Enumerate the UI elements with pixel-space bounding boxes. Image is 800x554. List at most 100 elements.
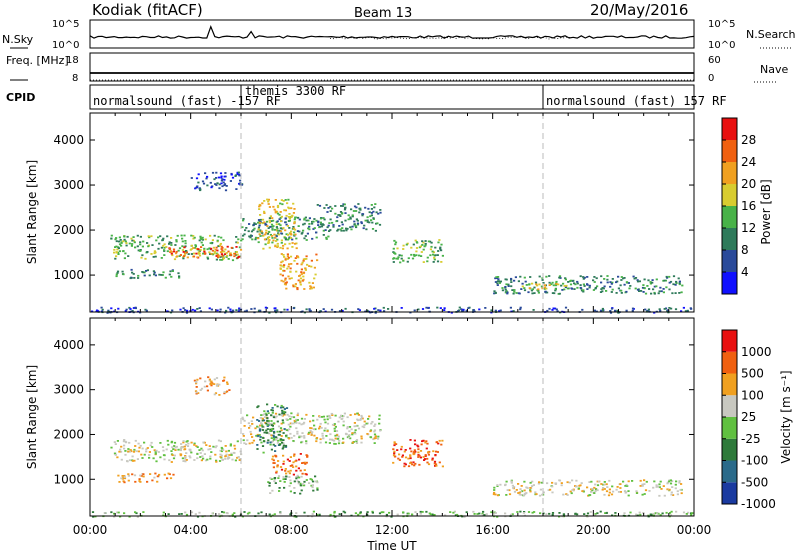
velocity-echo-cell <box>257 426 260 429</box>
power-echo-cell <box>179 308 182 311</box>
velocity-echo-cell <box>242 433 245 435</box>
velocity-echo-cell <box>206 389 209 392</box>
power-echo-cell <box>136 245 139 248</box>
power-echo-cell <box>300 273 303 275</box>
power-echo-cell <box>169 270 172 273</box>
velocity-echo-cell <box>238 459 241 461</box>
power-echo-cell <box>268 206 271 208</box>
power-echo-cell <box>270 223 274 226</box>
power-echo-cell <box>117 307 120 310</box>
power-echo-cell <box>642 291 645 293</box>
power-echo-cell <box>638 280 641 283</box>
power-echo-cell <box>341 227 344 229</box>
velocity-echo-cell <box>629 511 632 514</box>
power-echo-cell <box>194 187 197 190</box>
velocity-echo-cell <box>321 435 324 437</box>
power-echo-cell <box>316 204 319 206</box>
velocity-echo-cell <box>280 429 283 432</box>
power-echo-cell <box>299 281 302 284</box>
velocity-echo-cell <box>303 435 306 437</box>
power-echo-cell <box>341 223 344 226</box>
velocity-echo-cell <box>194 513 197 515</box>
velocity-echo-cell <box>266 419 269 422</box>
velocity-echo-cell <box>203 453 206 455</box>
power-echo-cell <box>125 244 128 247</box>
power-echo-patch <box>521 282 569 291</box>
velocity-echo-cell <box>506 489 509 491</box>
power-echo-cell <box>268 246 271 249</box>
velocity-echo-cell <box>652 486 655 489</box>
velocity-echo-cell <box>575 485 578 488</box>
power-echo-cell <box>261 202 264 205</box>
power-echo-cell <box>344 219 347 222</box>
power-echo-cell <box>158 242 161 245</box>
power-echo-cell <box>443 309 446 311</box>
velocity-echo-cell <box>270 424 273 426</box>
power-echo-cell <box>664 279 667 282</box>
power-echo-cell <box>118 250 122 253</box>
velocity-echo-cell <box>427 463 431 466</box>
power-echo-cell <box>137 277 140 279</box>
velocity-echo-cell <box>400 445 403 448</box>
velocity-echo-cell <box>289 418 292 420</box>
power-echo-cell <box>395 257 398 260</box>
velocity-echo-cell <box>602 487 605 489</box>
velocity-echo-cell <box>274 412 278 415</box>
velocity-echo-cell <box>349 437 352 440</box>
velocity-echo-cell <box>366 433 369 435</box>
power-echo-cell <box>307 227 310 230</box>
velocity-echo-cell <box>230 454 233 456</box>
velocity-echo-cell <box>196 457 199 460</box>
power-echo-cell <box>315 253 318 256</box>
velocity-echo-cell <box>233 447 237 450</box>
power-echo-cell <box>498 282 501 284</box>
power-echo-cell <box>263 200 266 202</box>
velocity-echo-cell <box>568 481 571 484</box>
velocity-echo-cell <box>515 489 518 491</box>
velocity-echo-cell <box>333 442 336 445</box>
velocity-echo-cell <box>196 446 199 448</box>
velocity-echo-cell <box>260 441 263 444</box>
power-echo-cell <box>123 257 126 260</box>
power-echo-cell <box>101 308 104 311</box>
velocity-echo-cell <box>413 464 416 467</box>
velocity-echo-cell <box>520 494 523 496</box>
velocity-echo-cell <box>452 511 455 514</box>
power-echo-cell <box>545 275 548 278</box>
power-echo-cell <box>261 222 264 225</box>
velocity-echo-cell <box>615 488 618 491</box>
power-echo-cell <box>527 291 530 294</box>
power-echo-cell <box>566 287 569 290</box>
power-echo-cell <box>415 254 418 257</box>
velocity-echo-cell <box>273 436 276 438</box>
velocity-echo-cell <box>282 432 285 434</box>
power-echo-cell <box>413 255 416 257</box>
velocity-echo-cell <box>185 513 189 516</box>
power-echo-cell <box>636 288 640 291</box>
velocity-echo-cell <box>588 481 591 483</box>
power-echo-cell <box>322 217 325 219</box>
velocity-echo-cell <box>354 512 357 515</box>
power-echo-cell <box>399 261 402 264</box>
power-echo-cell <box>662 291 665 294</box>
velocity-echo-cell <box>153 449 156 452</box>
power-echo-cell <box>150 253 153 255</box>
power-echo-cell <box>328 222 331 224</box>
power-echo-cell <box>305 239 308 241</box>
velocity-echo-cell <box>214 392 218 395</box>
velocity-echo-cell <box>256 406 259 409</box>
power-echo-cell <box>393 239 396 242</box>
power-echo-cell <box>368 221 371 224</box>
power-echo-cell <box>372 210 375 213</box>
power-echo-cell <box>510 277 513 280</box>
velocity-echo-cell <box>296 430 299 433</box>
power-echo-cell <box>347 214 350 217</box>
power-echo-cell <box>291 238 294 241</box>
velocity-echo-cell <box>685 513 688 515</box>
power-echo-cell <box>344 307 347 310</box>
power-echo-cell <box>165 246 168 248</box>
power-echo-cell <box>223 253 227 256</box>
power-echo-cell <box>668 281 671 284</box>
velocity-echo-cell <box>259 417 262 419</box>
velocity-echo-cell <box>359 511 362 514</box>
